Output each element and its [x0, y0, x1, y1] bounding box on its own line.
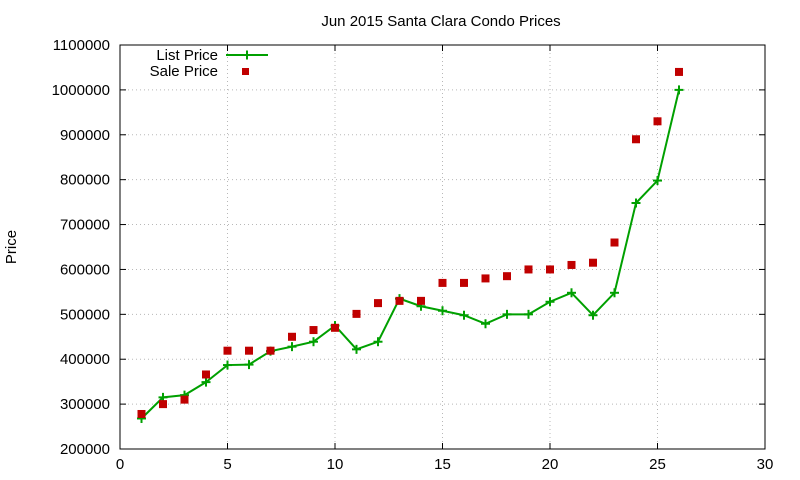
list-price-point [674, 85, 684, 95]
sale-price-point [524, 265, 533, 274]
chart-title: Jun 2015 Santa Clara Condo Prices [321, 13, 560, 30]
sale-price-point [632, 135, 640, 144]
y-tick-label: 900000 [60, 127, 110, 144]
list-price-point [481, 319, 490, 329]
list-price-point [244, 360, 254, 370]
sale-price-point [223, 346, 232, 355]
list-price-point [201, 377, 211, 387]
x-tick-label: 5 [223, 456, 231, 473]
y-tick-label: 400000 [60, 351, 110, 368]
sale-price-point [374, 299, 382, 308]
legend: List Price Sale Price [150, 47, 268, 80]
y-tick-label: 300000 [60, 396, 110, 413]
sale-price-point [610, 238, 619, 247]
sale-price-point [266, 346, 275, 355]
sale-price-point [180, 395, 189, 404]
legend-swatch-list-price-marker [242, 50, 252, 60]
x-tick-label: 10 [327, 456, 344, 473]
list-price-point [588, 310, 598, 320]
sale-price-point [202, 370, 210, 379]
sale-price-point [589, 258, 597, 267]
sale-price-point [481, 274, 490, 283]
sale-price-point [438, 278, 447, 287]
x-tick-label: 20 [542, 456, 559, 473]
sale-price-point [460, 278, 468, 287]
list-price-point [309, 337, 318, 347]
x-tick-label: 25 [649, 456, 666, 473]
list-price-point [287, 342, 297, 352]
y-tick-label: 800000 [60, 172, 110, 189]
list-price-point [610, 288, 619, 298]
plot-frame [119, 44, 766, 450]
x-tick-label: 15 [434, 456, 451, 473]
list-price-point [223, 360, 232, 370]
y-tick-label: 1000000 [52, 82, 110, 99]
list-price-line [140, 89, 680, 420]
y-tick-label: 500000 [60, 306, 110, 323]
list-price-point [438, 306, 447, 316]
sale-price-point [653, 117, 662, 126]
list-price-point [545, 297, 555, 307]
sale-price-point [546, 265, 554, 274]
sale-price-point [309, 326, 318, 335]
list-price-point [459, 310, 469, 320]
tick-labels: 0 5 10 15 20 25 30 200000 300000 400000 500000 6000… [52, 37, 774, 473]
sale-price-point [675, 67, 683, 76]
x-tick-label: 30 [757, 456, 774, 473]
sale-price-point [352, 309, 361, 318]
list-price-point [352, 344, 361, 354]
sale-price-point [503, 272, 511, 281]
y-tick-label: 200000 [60, 441, 110, 458]
list-price-point [502, 309, 512, 319]
sale-price-point [245, 346, 253, 355]
legend-label-sale-price: Sale Price [150, 63, 218, 80]
y-tick-label: 700000 [60, 217, 110, 234]
list-price-point [567, 288, 576, 298]
list-price-point [373, 337, 383, 347]
legend-label-list-price: List Price [156, 47, 218, 64]
sale-price-point [417, 296, 425, 305]
sale-price-point [395, 296, 404, 305]
x-tick-label: 0 [116, 456, 124, 473]
list-price-point [631, 198, 641, 208]
y-tick-label: 1100000 [53, 37, 110, 54]
sale-price-point [567, 260, 576, 269]
list-price-point [653, 176, 662, 186]
sale-price-point [159, 400, 167, 409]
sale-price-point [288, 332, 296, 341]
grid [120, 45, 765, 449]
list-price-point [524, 309, 533, 319]
y-axis-label: Price [3, 230, 20, 264]
sale-price-point [331, 323, 339, 332]
plot-series [137, 67, 684, 423]
sale-price-point [137, 409, 146, 418]
y-tick-label: 600000 [60, 261, 110, 278]
legend-swatch-sale-price [242, 68, 249, 75]
